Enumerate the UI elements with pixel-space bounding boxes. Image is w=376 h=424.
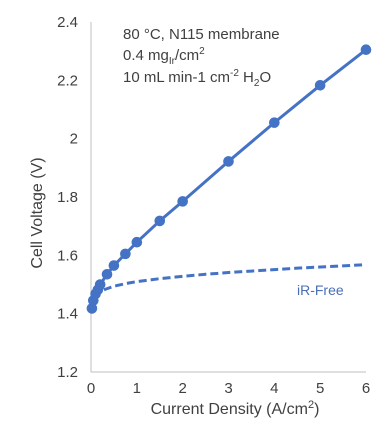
y-tick-label: 1.8 [57, 189, 78, 206]
cell-voltage-point [314, 79, 326, 91]
annotation-line-2-a: 0.4 mg [123, 47, 169, 64]
x-axis-label-end: ) [314, 401, 319, 418]
y-tick-label: 1.2 [57, 364, 78, 381]
series-marks [86, 44, 372, 314]
x-axis-label-main: Current Density (A/cm [151, 401, 308, 418]
y-tick-label: 1.4 [57, 306, 78, 323]
x-axis-label-sup: 2 [308, 399, 314, 411]
annotation-line-3: 10 mL min-1 cm-2 H2O [123, 68, 271, 89]
cell-voltage-point [154, 215, 166, 227]
cell-voltage-point [94, 279, 106, 290]
y-axis-label: Cell Voltage (V) [29, 157, 46, 268]
cell-voltage-point [131, 236, 143, 248]
annotation-line-3-sub: 2 [254, 78, 260, 89]
cell-voltage-point [101, 268, 113, 280]
x-tick-label: 4 [270, 380, 278, 397]
cell-voltage-point [177, 196, 188, 207]
annotation-line-2: 0.4 mgIr/cm2 [123, 46, 205, 67]
y-tick-label: 2.4 [57, 14, 78, 31]
annotation-line-2-sub: Ir [169, 56, 176, 67]
axes [90, 22, 366, 373]
x-tick-label: 0 [87, 380, 95, 397]
x-tick-label: 6 [362, 380, 370, 397]
iR-free-label: iR-Free [297, 282, 344, 298]
annotation-line-3-a: 10 mL min-1 cm [123, 69, 230, 86]
annotation-line-2-sup: 2 [199, 46, 205, 57]
x-tick-label: 5 [316, 380, 324, 397]
x-tick-label: 2 [178, 380, 186, 397]
cell-voltage-point [120, 248, 131, 260]
cell-voltage-point [360, 44, 372, 56]
cell-voltage-point [223, 156, 234, 167]
cell-voltage-line [90, 48, 367, 309]
annotation-line-3-c: O [259, 69, 271, 86]
annotation-line-3-b: H [239, 69, 254, 86]
y-tick-label: 2.2 [57, 72, 78, 89]
cell-voltage-point [108, 260, 120, 271]
y-tick-label: 1.6 [57, 247, 78, 264]
y-tick-label: 2 [70, 131, 78, 148]
cell-voltage-point [269, 117, 280, 128]
annotation-line-3-sup: -2 [230, 68, 239, 79]
annotation-line-1: 80 °C, N115 membrane [123, 26, 280, 43]
annotation-line-2-b: /cm [175, 47, 199, 64]
x-axis-label: Current Density (A/cm2) [151, 399, 320, 418]
x-tick-label: 3 [224, 380, 232, 397]
x-tick-label: 1 [133, 380, 141, 397]
tick-labels: 1.2 1.4 1.6 1.8 2 2.2 2.4 0 1 2 3 4 5 6 [57, 14, 370, 397]
cell-voltage-point [86, 303, 98, 314]
